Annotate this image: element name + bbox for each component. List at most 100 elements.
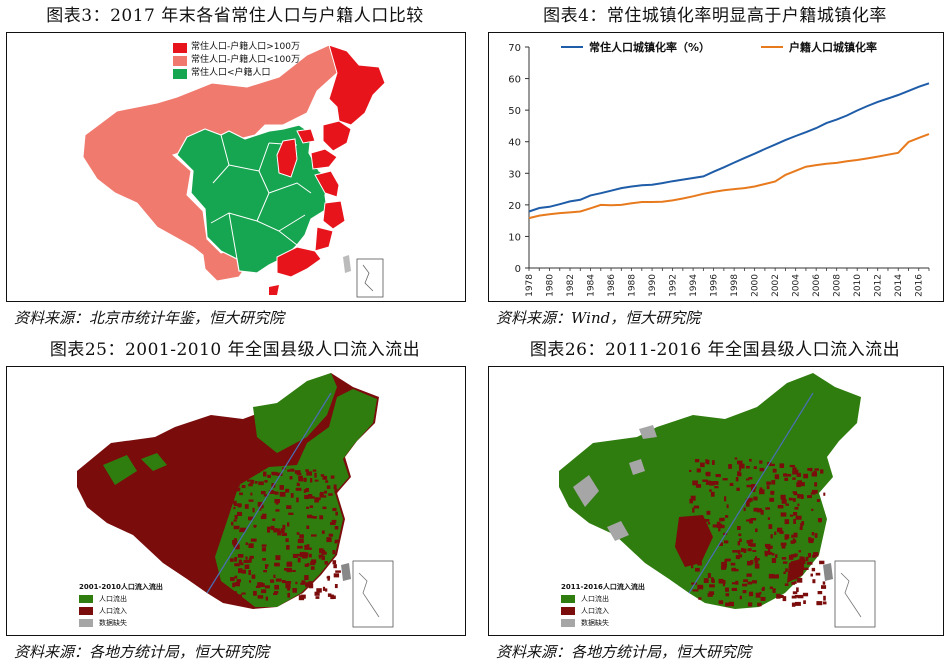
- county-cell: [811, 489, 818, 494]
- county-cell: [332, 507, 337, 512]
- county-cell: [697, 561, 702, 566]
- county-cell: [811, 567, 816, 572]
- county-cell: [274, 491, 279, 495]
- map-region-red-zhejiang: [322, 200, 346, 230]
- county-cell: [257, 501, 263, 507]
- county-cell: [274, 591, 279, 594]
- county-flow-map-2011: [559, 373, 876, 628]
- county-cell: [693, 542, 699, 546]
- county-cell: [800, 494, 804, 499]
- legend-label: 人口流入: [581, 607, 609, 615]
- county-cell: [245, 542, 248, 546]
- county-cell: [319, 548, 324, 554]
- county-cell: [792, 470, 797, 475]
- county-cell: [319, 493, 324, 497]
- county-cell: [815, 572, 821, 576]
- county-map-frame: 2011-2016人口流入流出 人口流出 人口流入 数据缺失: [488, 366, 944, 636]
- county-cell: [279, 491, 286, 497]
- county-cell: [308, 553, 312, 558]
- county-cell: [270, 579, 275, 583]
- county-cell: [816, 499, 820, 502]
- county-cell: [306, 506, 310, 509]
- county-cell: [334, 540, 337, 544]
- county-cell: [750, 543, 756, 547]
- legend-swatch: [173, 68, 187, 79]
- county-cell: [692, 589, 699, 592]
- county-cell: [793, 512, 798, 516]
- county-cell: [267, 526, 272, 529]
- county-cell: [691, 582, 697, 585]
- county-cell: [819, 560, 825, 565]
- urbanization-line-chart: 0 10 20 30 40 50 60 70 1978 1980 1982 1984 1986 1988…: [508, 40, 930, 297]
- legend-label: 数据缺失: [99, 619, 127, 627]
- county-cell: [802, 592, 809, 597]
- county-cell: [277, 530, 282, 536]
- county-cell: [693, 505, 700, 509]
- map-region-red-shanxi: [276, 138, 298, 178]
- county-cell: [748, 542, 752, 546]
- county-cell: [745, 498, 752, 503]
- county-cell: [252, 507, 255, 513]
- county-cell: [282, 524, 286, 530]
- legend-swatch: [561, 595, 575, 603]
- county-cell: [735, 580, 739, 585]
- county-cell: [793, 532, 798, 538]
- map-outflow-east: [215, 389, 377, 607]
- county-cell: [708, 591, 715, 595]
- county-cell: [310, 561, 314, 566]
- county-cell: [741, 547, 744, 553]
- county-cell: [706, 510, 711, 515]
- county-cell: [750, 560, 754, 565]
- county-cell: [796, 587, 799, 593]
- county-cell: [768, 551, 773, 555]
- legend-label: 数据缺失: [581, 619, 609, 627]
- panel-title: 图表26：2011-2016 年全国县级人口流入流出: [529, 340, 901, 360]
- y-tick-label: 0: [515, 264, 521, 275]
- county-cell: [696, 468, 701, 473]
- county-cell: [755, 592, 761, 598]
- county-cell: [735, 477, 739, 482]
- county-cell: [707, 593, 713, 597]
- county-cell: [305, 552, 309, 557]
- county-cell: [304, 563, 309, 567]
- county-cell: [817, 518, 822, 522]
- county-cell: [298, 478, 304, 482]
- county-cell: [285, 583, 291, 589]
- county-cell: [769, 463, 775, 467]
- county-cell: [808, 537, 812, 542]
- county-cell: [707, 536, 712, 539]
- county-cell: [816, 601, 823, 606]
- county-cell: [791, 561, 795, 566]
- county-cell: [726, 504, 729, 509]
- county-cell: [814, 533, 818, 538]
- county-cell: [290, 468, 295, 472]
- county-cell: [805, 556, 809, 562]
- county-cell: [693, 554, 699, 559]
- county-cell: [753, 466, 757, 469]
- county-cell: [722, 583, 725, 587]
- county-cell: [284, 568, 288, 571]
- county-cell: [783, 571, 786, 574]
- county-cell: [274, 562, 280, 567]
- county-cell: [257, 595, 264, 599]
- x-tick-label: 1986: [607, 274, 617, 297]
- county-cell: [297, 538, 304, 544]
- county-cell: [307, 581, 310, 587]
- county-cell: [331, 519, 337, 523]
- county-cell: [748, 477, 753, 480]
- y-tick-label: 70: [508, 43, 521, 54]
- county-cell: [772, 468, 777, 473]
- county-cell: [799, 556, 804, 560]
- legend-label: 常住人口-户籍人口<100万: [191, 55, 300, 65]
- county-cell: [769, 497, 775, 502]
- county-cell: [314, 479, 319, 482]
- county-cell: [746, 484, 753, 488]
- county-cell: [700, 462, 705, 468]
- county-cell: [788, 575, 795, 579]
- county-cell: [328, 493, 333, 496]
- county-cell: [786, 473, 792, 477]
- county-cell: [301, 580, 306, 585]
- county-cell: [766, 481, 771, 485]
- county-cell: [705, 480, 711, 485]
- county-cell: [231, 521, 234, 526]
